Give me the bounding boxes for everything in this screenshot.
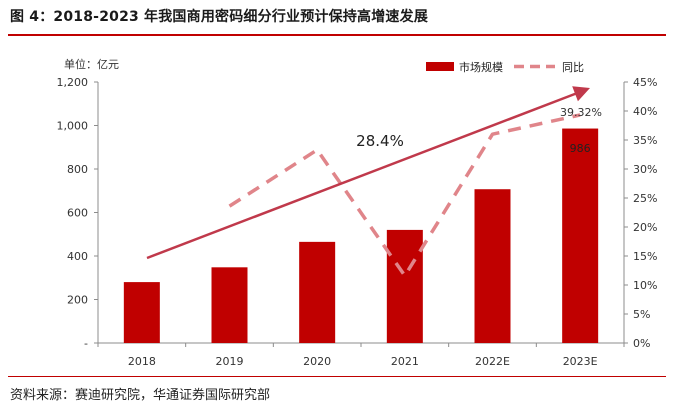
figure-source: 资料来源：赛迪研究院，华通证券国际研究部 [10, 388, 271, 403]
legend-line-label: 同比 [562, 61, 584, 74]
right-axis-tick-label: 25% [633, 192, 657, 205]
right-axis-tick-label: 0% [633, 337, 650, 350]
source-divider [8, 376, 666, 377]
trend-arrow-shaft [146, 90, 581, 260]
right-axis-tick-label: 10% [633, 279, 657, 292]
right-axis-tick-label: 30% [633, 163, 657, 176]
left-axis-tick-label: 200 [67, 294, 88, 307]
right-axis-tick-label: 45% [633, 76, 657, 89]
x-axis-tick-label: 2021 [391, 355, 419, 368]
bar-2018 [123, 282, 160, 343]
left-axis-unit-label: 单位：亿元 [64, 57, 119, 71]
right-axis-tick-label: 35% [633, 134, 657, 147]
title-divider [8, 34, 666, 36]
left-axis-tick-label: 1,200 [57, 76, 89, 89]
figure-title: 图 4：2018-2023 年我国商用密码细分行业预计保持高增速发展 [10, 9, 429, 25]
last-growth-label: 39.32% [560, 106, 602, 119]
right-axis-tick-label: 20% [633, 221, 657, 234]
bar-2019 [211, 267, 248, 343]
x-axis-tick-label: 2023E [563, 355, 598, 368]
left-axis-tick-label: 800 [67, 163, 88, 176]
left-axis-tick-label: 600 [67, 207, 88, 220]
left-axis-tick-label: - [84, 337, 88, 350]
x-axis-tick-label: 2018 [128, 355, 156, 368]
right-axis-tick-label: 5% [633, 308, 650, 321]
left-axis-tick-label: 400 [67, 250, 88, 263]
last-bar-value-label: 986 [570, 142, 591, 155]
x-axis-tick-label: 2019 [216, 355, 244, 368]
right-axis-tick-label: 40% [633, 105, 657, 118]
right-axis-tick-label: 15% [633, 250, 657, 263]
cagr-annotation: 28.4% [356, 132, 404, 150]
bar-2023e [562, 128, 599, 343]
bar-2022e [474, 189, 511, 343]
legend-bar-swatch [426, 62, 454, 71]
left-axis-tick-label: 1,000 [57, 120, 89, 133]
yoy-growth-line [228, 113, 581, 278]
trend-arrow-head [572, 86, 590, 102]
x-axis-tick-label: 2020 [303, 355, 331, 368]
bar-2021 [386, 229, 423, 343]
legend-bar-label: 市场规模 [459, 60, 503, 74]
bar-2020 [299, 241, 336, 343]
x-axis-tick-label: 2022E [475, 355, 510, 368]
